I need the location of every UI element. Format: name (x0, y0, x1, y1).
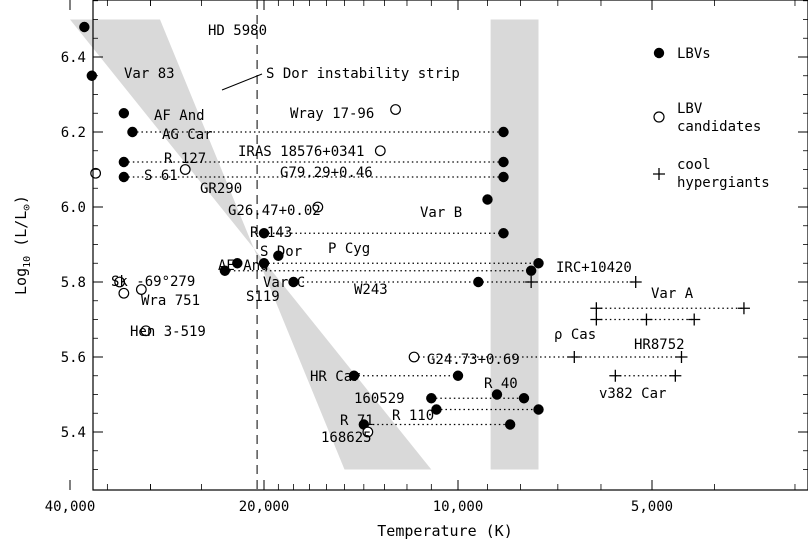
star-label-lbv-candidates-2: S 61 (144, 168, 178, 184)
x-tick-label-0: 40,000 (45, 499, 96, 515)
lbv-candidate-point-1 (375, 146, 385, 156)
star-label-lbvs-23: 160529 (354, 391, 405, 407)
star-label-lbvs-12: P Cyg (328, 241, 370, 257)
star-label-cool-hypergiants-1: IRC+10420 (556, 260, 632, 276)
strip-annotation: S Dor instability strip (266, 66, 460, 82)
star-label-lbvs-5: R 127 (164, 151, 206, 167)
star-label-lbv-candidates-9: G24.73+0.69 (427, 352, 520, 368)
hypergiant-point-3 (738, 302, 750, 314)
star-label-cool-hypergiants-3: Var A (651, 286, 694, 302)
star-label-lbv-candidates-1: IRAS 18576+0341 (238, 144, 364, 160)
star-label-lbvs-15: AE And (218, 258, 269, 274)
y-axis-title-main: (L/L (12, 211, 30, 256)
x-tick-label-2: 10,000 (433, 499, 484, 515)
hypergiant-point-5 (640, 314, 652, 326)
legend-open-marker (654, 112, 664, 122)
legend-candidates-label-1: LBV (677, 101, 703, 117)
y-axis-title-sub: 10 (22, 256, 33, 268)
y-tick-label-3: 6.0 (61, 200, 86, 216)
legend-candidates-label-2: candidates (677, 119, 761, 135)
star-label-lbv-candidates-5: Sk -69°279 (111, 274, 195, 290)
lbv-point-3 (127, 127, 137, 137)
hypergiant-point-10 (669, 370, 681, 382)
star-label-lbvs-18: W243 (354, 282, 388, 298)
strip-annotation-pointer (222, 74, 262, 90)
legend-filled-marker (654, 48, 664, 58)
hypergiant-point-2 (590, 302, 602, 314)
lbv-candidate-point-0 (391, 105, 401, 115)
y-axis-title-sun: ⊙ (20, 204, 33, 211)
star-label-lbv-candidates-8: Hen 3-519 (130, 324, 206, 340)
y-tick-label-0: 5.4 (61, 425, 86, 441)
lbv-point-4 (498, 127, 508, 137)
star-label-cool-hypergiants-8: HR8752 (634, 337, 685, 353)
lbv-point-28 (505, 419, 515, 429)
lbv-point-9 (482, 194, 492, 204)
star-label-lbv-candidates-3: G79.29+0.46 (280, 165, 373, 181)
hypergiant-point-6 (688, 314, 700, 326)
star-label-lbv-candidates-7: S119 (246, 289, 280, 305)
star-label-lbv-candidates-4: G26.47+0.02 (228, 203, 321, 219)
y-axis-title-end: ) (12, 195, 30, 204)
lbv-point-26 (533, 404, 543, 414)
lbv-point-6 (498, 157, 508, 167)
star-label-lbv-candidates-10: 168625 (321, 430, 372, 446)
lbv-point-5 (119, 157, 129, 167)
y-axis-title-log: Log (12, 268, 30, 295)
hypergiant-point-4 (590, 314, 602, 326)
legend: LBVs LBV candidates cool hypergiants (653, 46, 770, 191)
lbv-point-7 (119, 172, 129, 182)
lbv-candidate-point-9 (409, 352, 419, 362)
legend-cool-label-1: cool (677, 157, 711, 173)
constant-temperature-band (491, 20, 539, 470)
lbv-point-23 (426, 393, 436, 403)
lbv-point-14 (533, 258, 543, 268)
star-label-lbvs-22: R 40 (484, 376, 518, 392)
star-label-lbvs-1: Var 83 (124, 66, 175, 82)
star-label-lbvs-2: AF And (154, 108, 205, 124)
y-axis-title: Log10 (L/L⊙) (12, 195, 33, 295)
y-tick-label-2: 5.8 (61, 275, 86, 291)
lbv-point-8 (498, 172, 508, 182)
label-layer: HD 5980 Var 83 AF And AG Car R 127 GR290 Var B… (111, 23, 694, 446)
lbv-point-11 (498, 228, 508, 238)
star-label-cool-hypergiants-5: ρ Cas (554, 327, 596, 343)
star-label-lbvs-20: HR Car (310, 369, 361, 385)
legend-cool-label-2: hypergiants (677, 175, 770, 191)
lbv-point-0 (79, 22, 89, 32)
star-label-lbvs-9: Var B (420, 205, 462, 221)
y-tick-label-1: 5.6 (61, 350, 86, 366)
y-tick-label-4: 6.2 (61, 125, 86, 141)
legend-plus-marker (653, 168, 665, 180)
hypergiant-point-9 (609, 370, 621, 382)
star-label-lbv-candidates-0: Wray 17-96 (290, 106, 374, 122)
legend-lbvs-label: LBVs (677, 46, 711, 62)
y-tick-label-5: 6.4 (61, 50, 86, 66)
hypergiant-point-7 (568, 351, 580, 363)
star-label-cool-hypergiants-10: v382 Car (599, 386, 666, 402)
lbv-point-24 (519, 393, 529, 403)
star-label-lbvs-3: AG Car (162, 127, 213, 143)
star-label-lbvs-7: GR290 (200, 181, 242, 197)
lbv-point-17 (526, 266, 536, 276)
x-tick-label-3: 5,000 (631, 499, 673, 515)
hypergiant-point-1 (630, 276, 642, 288)
star-label-lbvs-0: HD 5980 (208, 23, 267, 39)
lbv-point-21 (453, 371, 463, 381)
x-axis-title: Temperature (K) (377, 522, 512, 540)
star-label-lbv-candidates-6: Wra 751 (141, 293, 200, 309)
lbv-point-19 (473, 277, 483, 287)
star-label-lbvs-27: R 71 (340, 413, 374, 429)
star-label-lbvs-25: R 110 (392, 408, 434, 424)
x-tick-label-1: 20,000 (239, 499, 290, 515)
lbv-point-2 (119, 108, 129, 118)
star-label-lbvs-10: R 143 (250, 225, 292, 241)
